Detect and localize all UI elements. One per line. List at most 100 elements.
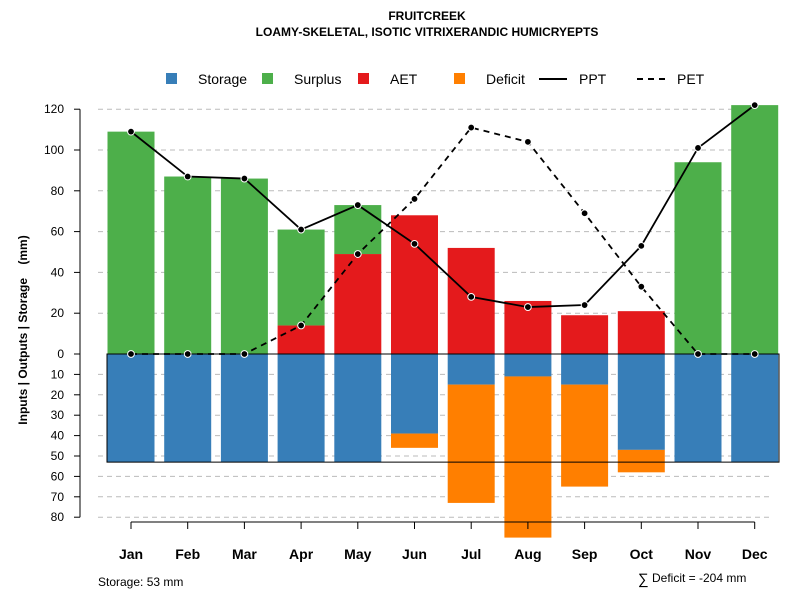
y-axis: 0 20 40 60 80 100 120 10 20 30 40 50 60 70 80 xyxy=(44,102,81,524)
x-tick-label: Jul xyxy=(461,546,481,562)
point-pet xyxy=(353,250,362,258)
x-tick-label: Feb xyxy=(175,546,200,562)
bar-surplus xyxy=(731,105,779,355)
point-pet xyxy=(580,209,589,218)
point-pet xyxy=(467,123,476,132)
lines xyxy=(127,101,759,358)
bar-storage xyxy=(674,354,722,463)
x-tick-label: Dec xyxy=(742,546,768,562)
point-ppt xyxy=(297,225,306,234)
y-tick-label: 20 xyxy=(51,388,65,402)
y-tick-label: 10 xyxy=(51,367,65,381)
bar-surplus xyxy=(334,205,382,255)
bar-storage xyxy=(561,354,609,385)
legend-item-pet: PET xyxy=(637,71,705,87)
legend: Storage Surplus AET Deficit PPT PET xyxy=(166,71,705,87)
bar-storage xyxy=(391,354,438,434)
point-pet xyxy=(637,282,646,291)
bar-storage xyxy=(504,354,552,377)
bar-storage xyxy=(164,354,212,463)
bar-aet xyxy=(391,215,438,354)
bar-deficit xyxy=(391,433,438,448)
x-tick-label: Oct xyxy=(630,546,654,562)
legend-item-ppt: PPT xyxy=(539,71,607,87)
bar-aet xyxy=(334,254,382,354)
y-tick-label: 80 xyxy=(51,184,65,198)
point-ppt xyxy=(127,127,135,136)
point-ppt xyxy=(694,144,702,152)
point-pet xyxy=(524,137,532,146)
bar-storage xyxy=(107,354,155,463)
footer-deficit: Deficit = -204 mm xyxy=(652,571,746,585)
bars xyxy=(107,105,779,538)
bar-aet xyxy=(617,311,665,354)
bar-surplus xyxy=(674,162,722,354)
y-tick-label: 100 xyxy=(44,143,64,157)
y-tick-label: 0 xyxy=(57,347,64,361)
y-tick-label: 120 xyxy=(44,102,64,116)
point-pet xyxy=(750,350,759,358)
point-ppt xyxy=(183,172,192,181)
y-tick-label: 20 xyxy=(51,306,65,320)
bar-surplus xyxy=(220,178,268,354)
bar-storage xyxy=(447,354,495,385)
footer-storage: Storage: 53 mm xyxy=(98,575,183,589)
legend-swatch xyxy=(166,73,177,84)
point-ppt xyxy=(524,303,532,311)
x-tick-label: Mar xyxy=(232,546,257,562)
y-tick-label: 40 xyxy=(51,429,65,443)
point-pet xyxy=(127,350,135,358)
x-tick-label: Aug xyxy=(514,546,541,562)
bar-storage xyxy=(277,354,325,463)
y-tick-label: 80 xyxy=(51,510,65,524)
legend-swatch xyxy=(262,73,273,84)
legend-item-aet: AET xyxy=(358,71,418,87)
footer-deficit-symbol: ∑ xyxy=(638,571,649,588)
x-axis: Jan Feb Mar Apr May Jun Jul Aug Sep Oct Nov Dec xyxy=(119,521,768,562)
chart-title: FRUITCREEK xyxy=(388,9,466,23)
x-tick-label: Sep xyxy=(572,546,598,562)
x-tick-label: May xyxy=(344,546,371,562)
y-axis-label: Inputs | Outputs | Storage (mm) xyxy=(16,235,30,424)
legend-item-storage: Storage xyxy=(166,71,247,87)
x-tick-label: Jun xyxy=(402,546,427,562)
storage-capacity-box xyxy=(106,353,780,463)
legend-swatch xyxy=(454,73,465,84)
point-pet xyxy=(297,321,306,330)
legend-label: PPT xyxy=(579,71,607,87)
bar-aet xyxy=(561,315,609,354)
line-pet xyxy=(131,126,755,355)
bar-aet xyxy=(447,247,495,354)
bar-aet xyxy=(277,325,325,354)
chart-subtitle: LOAMY-SKELETAL, ISOTIC VITRIXERANDIC HUM… xyxy=(256,25,599,39)
bar-deficit xyxy=(504,376,552,538)
bar-deficit xyxy=(561,384,609,487)
x-tick-label: Jan xyxy=(119,546,143,562)
y-tick-label: 50 xyxy=(51,449,65,463)
legend-label: Surplus xyxy=(294,71,341,87)
bar-surplus xyxy=(277,229,325,326)
legend-label: Storage xyxy=(198,71,247,87)
point-ppt xyxy=(467,292,476,301)
legend-label: PET xyxy=(677,71,705,87)
point-ppt xyxy=(580,301,589,309)
legend-swatch xyxy=(358,73,369,84)
bar-surplus xyxy=(164,176,212,354)
point-ppt xyxy=(410,239,419,248)
point-ppt xyxy=(240,174,249,183)
point-ppt xyxy=(353,201,362,209)
legend-item-surplus: Surplus xyxy=(262,71,341,87)
bar-storage xyxy=(334,354,382,463)
bar-surplus xyxy=(107,131,155,354)
point-pet xyxy=(240,350,249,358)
y-tick-label: 30 xyxy=(51,408,65,422)
point-pet xyxy=(183,350,192,358)
legend-label: AET xyxy=(390,71,418,87)
bar-storage xyxy=(617,354,665,450)
y-tick-label: 70 xyxy=(51,490,65,504)
point-ppt xyxy=(750,101,759,110)
line-ppt xyxy=(130,104,756,308)
legend-label: Deficit xyxy=(486,71,525,87)
point-ppt xyxy=(637,241,646,250)
